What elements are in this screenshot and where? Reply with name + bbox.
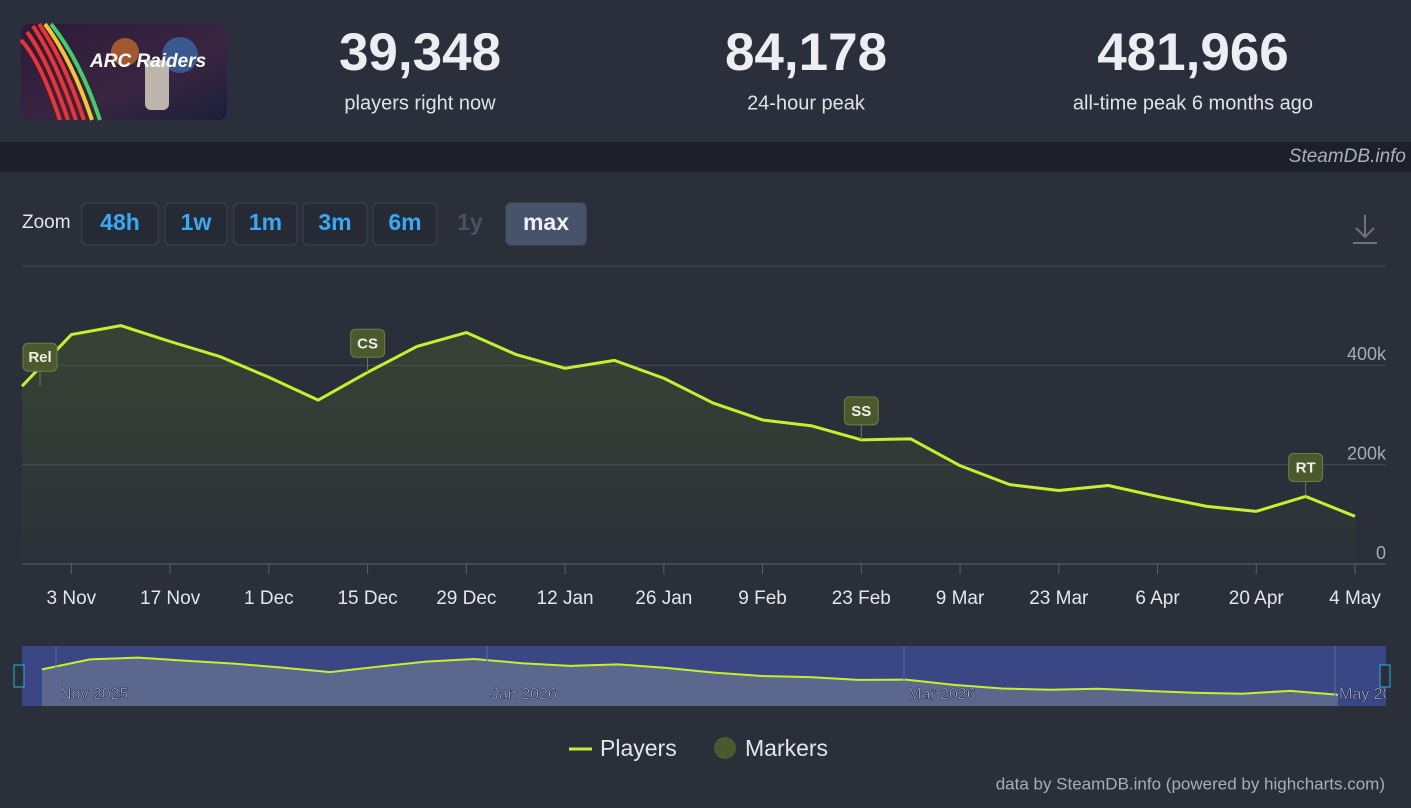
stat-label: 24-hour peak	[747, 92, 866, 114]
zoom-button-label[interactable]: 1m	[249, 209, 282, 235]
game-logo: ARC Raiders	[19, 22, 227, 121]
x-tick-label: 26 Jan	[635, 588, 692, 609]
zoom-button[interactable]	[164, 202, 228, 246]
stats-panel	[0, 0, 1411, 142]
y-tick-label: 400k	[1347, 344, 1387, 364]
x-tick-label: 23 Feb	[832, 588, 891, 609]
stat-value: 481,966	[1097, 23, 1289, 82]
stat-label: all-time peak 6 months ago	[1073, 92, 1313, 114]
area	[22, 325, 1355, 564]
x-tick-label: 4 May	[1329, 588, 1381, 609]
marker-label[interactable]: SS	[851, 403, 871, 420]
x-tick-label: 15 Dec	[337, 588, 397, 609]
x-tick-label: 3 Nov	[47, 588, 97, 609]
navigator-line	[41, 656, 1339, 696]
marker[interactable]	[22, 342, 58, 372]
marker[interactable]	[1288, 452, 1324, 482]
source: SteamDB.info	[1289, 146, 1406, 167]
navigator-label: Mar 2026	[908, 686, 976, 703]
download-icon[interactable]	[1353, 215, 1377, 244]
y-tick-label: 0	[1376, 543, 1386, 563]
legend-label[interactable]: Markers	[745, 735, 828, 761]
zoom-button-label[interactable]: 1w	[181, 209, 212, 235]
zoom-button[interactable]	[302, 202, 368, 246]
marker[interactable]	[843, 396, 879, 426]
navigator-label: Nov 2025	[60, 686, 129, 703]
legend-label[interactable]: Players	[600, 735, 677, 761]
marker-label[interactable]: Rel	[28, 349, 51, 366]
zoom-button-label: 1y	[457, 209, 483, 235]
stat-value: 39,348	[339, 23, 501, 82]
line	[20, 324, 1356, 518]
x-tick-label: 17 Nov	[140, 588, 201, 609]
marker-label[interactable]: CS	[357, 335, 378, 352]
x-tick-label: 6 Apr	[1135, 588, 1180, 609]
y-tick-label: 200k	[1347, 443, 1387, 463]
logo-text: ARC Raiders	[89, 51, 206, 72]
marker[interactable]	[350, 328, 386, 358]
x-tick-label: 9 Feb	[738, 588, 787, 609]
navigator-label: Jan 2026	[491, 686, 557, 703]
nav-handle[interactable]	[1379, 664, 1391, 688]
zoom-label: Zoom	[22, 212, 71, 233]
zoom-button-label[interactable]: 48h	[100, 209, 140, 235]
nav-handle[interactable]	[13, 664, 25, 688]
navigator-label: May 2026	[1339, 686, 1409, 703]
legend-swatch	[714, 737, 736, 759]
x-tick-label: 9 Mar	[936, 588, 985, 609]
x-tick-label: 20 Apr	[1229, 588, 1285, 609]
navigator-area	[42, 657, 1338, 706]
zoom-button-label[interactable]: 6m	[388, 209, 421, 235]
marker-label[interactable]: RT	[1296, 459, 1316, 476]
x-tick-label: 12 Jan	[537, 588, 594, 609]
credit: data by SteamDB.info (powered by highcha…	[996, 774, 1385, 793]
zoom-button-label[interactable]: max	[523, 209, 569, 235]
stat-value: 84,178	[725, 23, 887, 82]
zoom-button[interactable]	[372, 202, 438, 246]
x-tick-label: 1 Dec	[244, 588, 294, 609]
zoom-button[interactable]	[233, 202, 298, 246]
zoom-button[interactable]	[81, 202, 159, 246]
zoom-button-label[interactable]: 3m	[318, 209, 351, 235]
stat-label: players right now	[344, 92, 496, 114]
zoom-button[interactable]	[505, 202, 587, 246]
x-tick-label: 23 Mar	[1029, 588, 1089, 609]
x-tick-label: 29 Dec	[436, 588, 496, 609]
